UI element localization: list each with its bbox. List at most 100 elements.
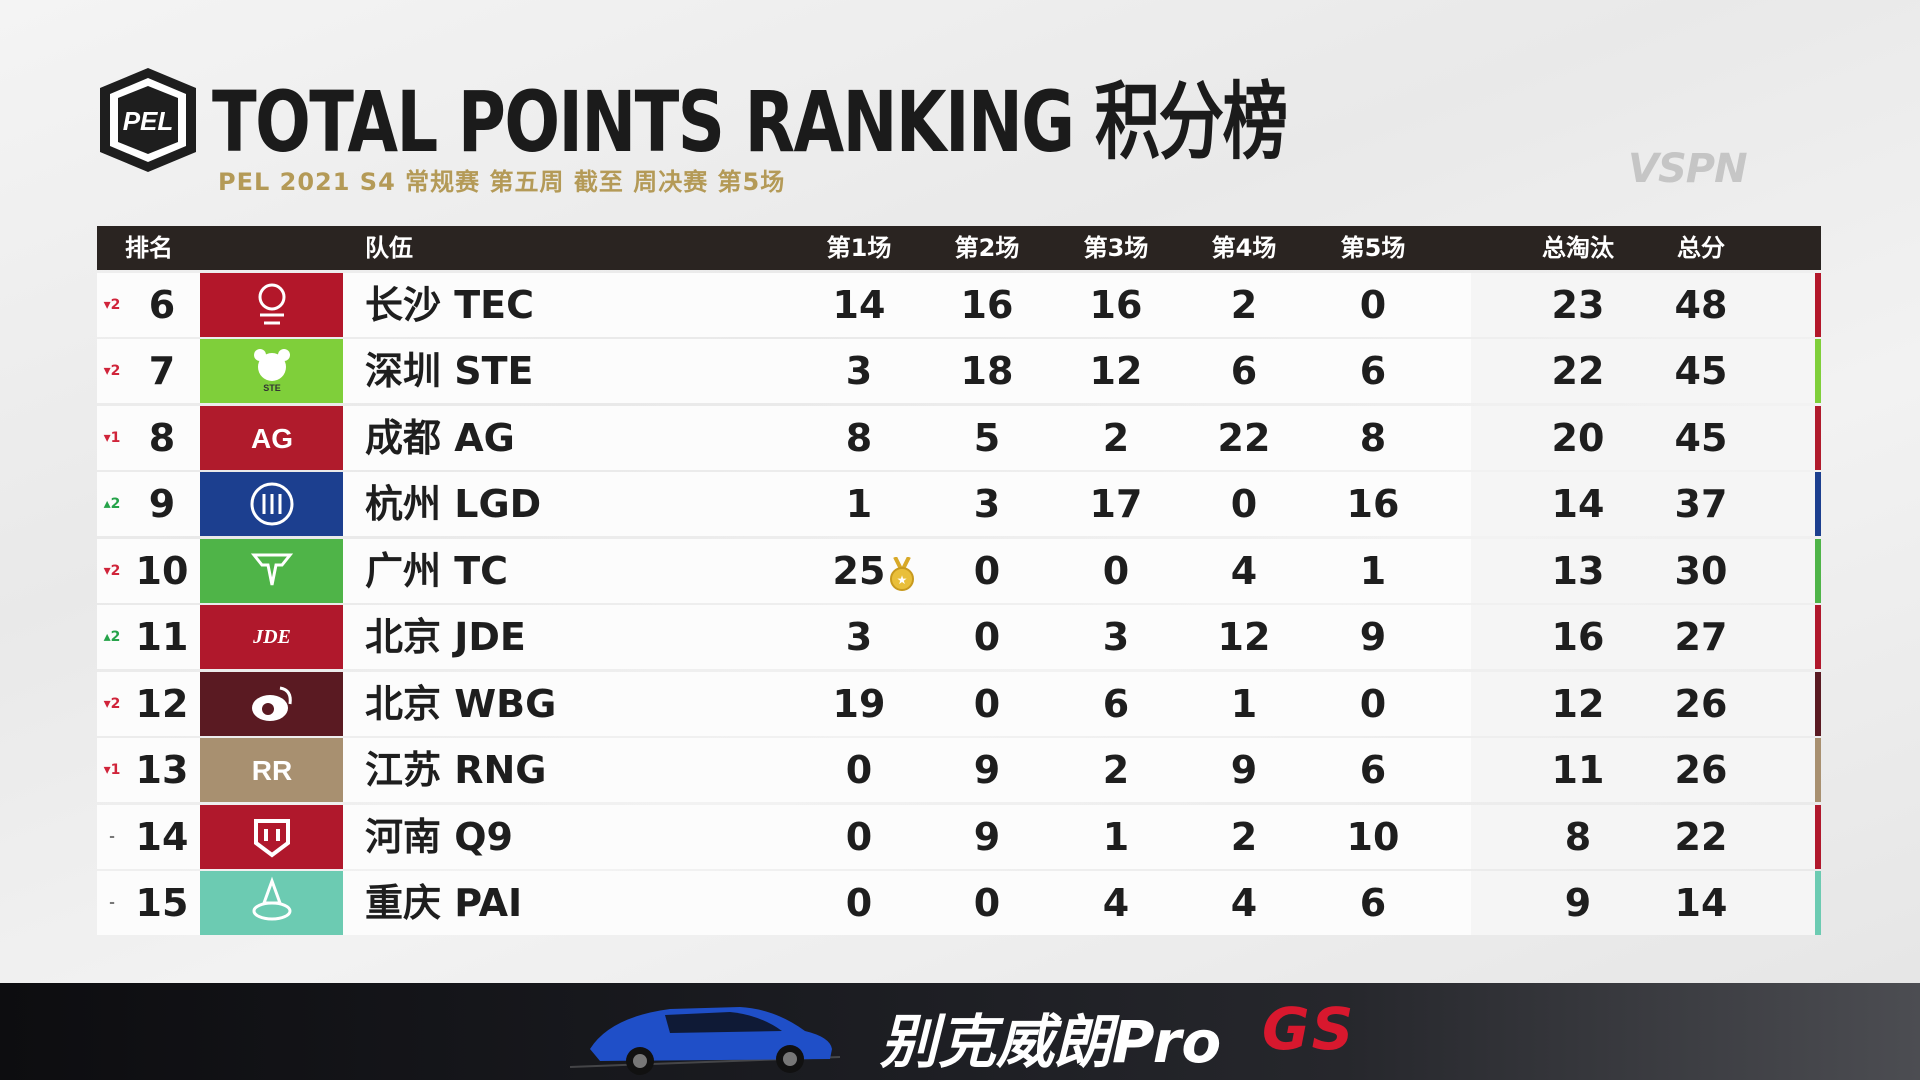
page-title: TOTAL POINTS RANKING 积分榜 <box>212 73 1288 171</box>
team-name: 广州 TC <box>365 548 509 593</box>
team-name: 杭州 LGD <box>365 482 542 526</box>
sponsor-badge: GS <box>1262 995 1356 1063</box>
score-m2: 0 <box>973 548 1001 593</box>
totals-background <box>1471 804 1817 869</box>
score-m1: 0 <box>845 814 873 859</box>
score-m2: 0 <box>973 615 1001 659</box>
score-m1: 25 <box>832 548 886 593</box>
score-m2: 3 <box>973 482 1001 526</box>
score-total: 26 <box>1674 681 1728 726</box>
rank-number: 12 <box>135 681 189 726</box>
sponsor-banner: 别克威朗Pro GS <box>0 983 1920 1080</box>
totals-background <box>1471 871 1817 935</box>
score-m4: 6 <box>1230 349 1258 393</box>
rank-change: ▴2 <box>103 496 121 512</box>
score-m2: 5 <box>973 415 1001 460</box>
rank-number: 9 <box>148 482 176 526</box>
team-name: 成都 AG <box>365 415 515 460</box>
tec-logo-icon <box>200 272 343 337</box>
score-elim: 20 <box>1551 415 1605 460</box>
table-row: -14 河南 Q9 0 9 1 2 10 8 22 <box>97 804 1821 869</box>
rank-number: 7 <box>148 349 176 393</box>
score-m1: 14 <box>832 282 886 327</box>
score-m5: 9 <box>1359 615 1387 659</box>
col-total: 总分 <box>1677 234 1725 262</box>
team-name: 北京 JDE <box>365 615 526 659</box>
col-m4: 第4场 <box>1211 234 1277 262</box>
score-m1: 3 <box>845 349 873 393</box>
tc-logo-icon <box>200 538 343 603</box>
q9-logo-icon <box>200 804 343 869</box>
lgd-logo-icon <box>200 472 343 536</box>
score-m2: 16 <box>960 282 1014 327</box>
rank-number: 14 <box>135 814 189 859</box>
rank-number: 13 <box>135 748 189 792</box>
score-m2: 9 <box>973 748 1001 792</box>
rank-number: 11 <box>135 615 189 659</box>
team-name: 重庆 PAI <box>365 881 523 925</box>
score-m1: 0 <box>845 748 873 792</box>
team-name: 河南 Q9 <box>365 814 513 859</box>
score-m5: 10 <box>1346 814 1400 859</box>
table-row: ▾1 13 RR 江苏 RNG 0 9 2 9 6 11 26 <box>97 738 1821 802</box>
score-m3: 4 <box>1102 881 1130 925</box>
score-elim: 8 <box>1564 814 1592 859</box>
score-m3: 6 <box>1102 681 1130 726</box>
score-elim: 23 <box>1551 282 1605 327</box>
score-m4: 4 <box>1230 881 1258 925</box>
score-total: 48 <box>1674 282 1728 327</box>
score-total: 30 <box>1674 548 1728 593</box>
score-total: 45 <box>1674 349 1728 393</box>
score-m3: 17 <box>1089 482 1143 526</box>
score-m1: 19 <box>832 681 886 726</box>
jde-logo-icon: JDE <box>200 605 343 669</box>
score-total: 37 <box>1674 482 1728 526</box>
pel-logo-icon: PEL <box>100 68 196 172</box>
score-m4: 1 <box>1230 681 1258 726</box>
score-elim: 16 <box>1551 615 1605 659</box>
score-m3: 3 <box>1102 615 1130 659</box>
score-total: 27 <box>1674 615 1728 659</box>
team-name: 北京 WBG <box>365 681 557 726</box>
score-elim: 14 <box>1551 482 1605 526</box>
totals-background <box>1471 538 1817 603</box>
sponsor-text: 别克威朗Pro <box>880 1008 1222 1076</box>
rank-change: ▾1 <box>103 429 121 446</box>
table-row: ▾2 7 STE 深圳 STE 3 18 12 6 6 22 45 <box>97 339 1821 403</box>
pai-logo-icon <box>200 871 343 935</box>
rank-change: ▾2 <box>103 363 121 379</box>
rank-change: ▾1 <box>103 762 121 778</box>
svg-text:RR: RR <box>251 755 291 786</box>
col-m3: 第3场 <box>1083 234 1149 262</box>
table-row: ▾2 6 长沙 TEC 14 16 16 2 0 23 48 <box>97 272 1821 337</box>
totals-background <box>1471 671 1817 736</box>
team-color-stripe <box>1815 738 1821 802</box>
score-m2: 18 <box>960 349 1014 393</box>
score-m5: 6 <box>1359 881 1387 925</box>
score-m1: 0 <box>845 881 873 925</box>
team-color-stripe <box>1815 538 1821 603</box>
score-m4: 12 <box>1217 615 1271 659</box>
score-elim: 9 <box>1564 881 1592 925</box>
col-m1: 第1场 <box>826 234 892 262</box>
vspn-watermark: VSPN <box>1628 146 1748 192</box>
score-m5: 6 <box>1359 349 1387 393</box>
totals-background <box>1471 272 1817 337</box>
score-m3: 2 <box>1102 748 1130 792</box>
score-m4: 9 <box>1230 748 1258 792</box>
table-row: ▾1 8 AG 成都 AG 8 5 2 22 8 20 45 <box>97 405 1821 470</box>
score-m4: 2 <box>1230 282 1258 327</box>
team-color-stripe <box>1815 671 1821 736</box>
score-m5: 16 <box>1346 482 1400 526</box>
rank-number: 8 <box>148 415 176 460</box>
rank-change: - <box>109 828 115 845</box>
ranking-table: 排名 队伍 第1场 第2场 第3场 第4场 第5场 总淘汰 总分 ▾2 6 长沙 T… <box>97 226 1821 935</box>
team-color-stripe <box>1815 272 1821 337</box>
col-team: 队伍 <box>365 234 413 262</box>
table-row: ▾2 12 北京 WBG 19 0 6 1 0 12 26 <box>97 671 1821 736</box>
score-m5: 8 <box>1359 415 1387 460</box>
score-m2: 0 <box>973 881 1001 925</box>
wbg-logo-icon <box>200 671 343 736</box>
svg-text:JDE: JDE <box>252 626 291 648</box>
score-elim: 13 <box>1551 548 1605 593</box>
